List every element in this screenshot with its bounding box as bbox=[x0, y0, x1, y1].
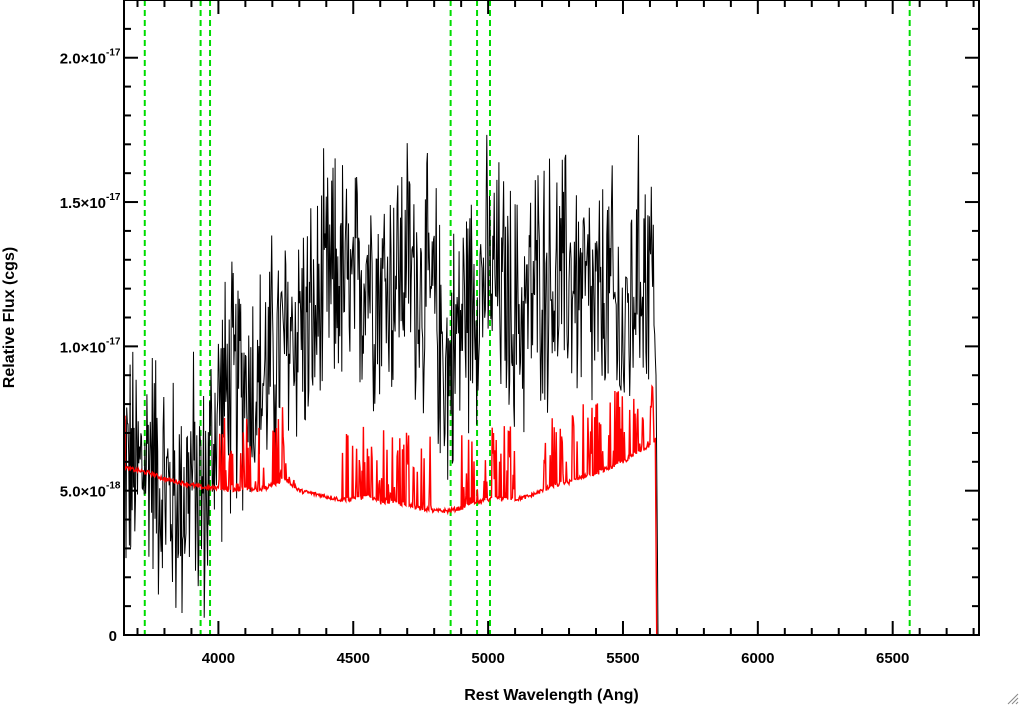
y-tick-label: 1.5×10 -17 bbox=[60, 192, 121, 212]
resize-grip-line bbox=[1007, 693, 1019, 705]
reference-lines bbox=[143, 0, 911, 635]
resize-grip-line bbox=[1011, 697, 1019, 705]
resize-grip-icon[interactable] bbox=[1007, 693, 1019, 705]
x-tick-label: 4000 bbox=[202, 650, 235, 667]
y-tick-mantissa: 0 bbox=[109, 628, 117, 645]
y-tick-label: 1.0×10 -17 bbox=[60, 336, 121, 356]
y-tick-labels: 05.0×10 -181.0×10 -171.5×10 -172.0×10 -17 bbox=[60, 48, 121, 645]
y-tick-exponent: -17 bbox=[106, 48, 121, 59]
x-tick-labels: 4000 4500 5000 5500 6000 6500 bbox=[202, 650, 910, 667]
y-tick-exponent: -17 bbox=[106, 192, 121, 203]
y-tick-exponent: -17 bbox=[106, 336, 121, 347]
y-tick-mantissa: 1.5×10 bbox=[60, 195, 106, 212]
series-layer bbox=[123, 134, 979, 636]
x-tick-label: 5000 bbox=[471, 650, 504, 667]
y-tick-exponent: -18 bbox=[106, 481, 121, 492]
x-axis-title: Rest Wavelength (Ang) bbox=[464, 687, 639, 704]
x-tick-label: 4500 bbox=[337, 650, 370, 667]
y-tick-mantissa: 5.0×10 bbox=[60, 484, 106, 501]
series-line-0 bbox=[123, 134, 979, 636]
resize-grip-line bbox=[1015, 701, 1019, 705]
x-tick-label: 6000 bbox=[741, 650, 774, 667]
y-tick-label: 5.0×10 -18 bbox=[60, 481, 121, 501]
x-tick-label: 6500 bbox=[876, 650, 909, 667]
axis-ticks bbox=[124, 0, 979, 636]
y-tick-mantissa: 1.0×10 bbox=[60, 339, 106, 356]
x-tick-label: 5500 bbox=[606, 650, 639, 667]
y-tick-label: 2.0×10 -17 bbox=[60, 48, 121, 68]
y-tick-mantissa: 2.0×10 bbox=[60, 51, 106, 68]
y-tick-label: 0 bbox=[109, 628, 117, 645]
y-axis-title: Relative Flux (cgs) bbox=[1, 247, 18, 388]
